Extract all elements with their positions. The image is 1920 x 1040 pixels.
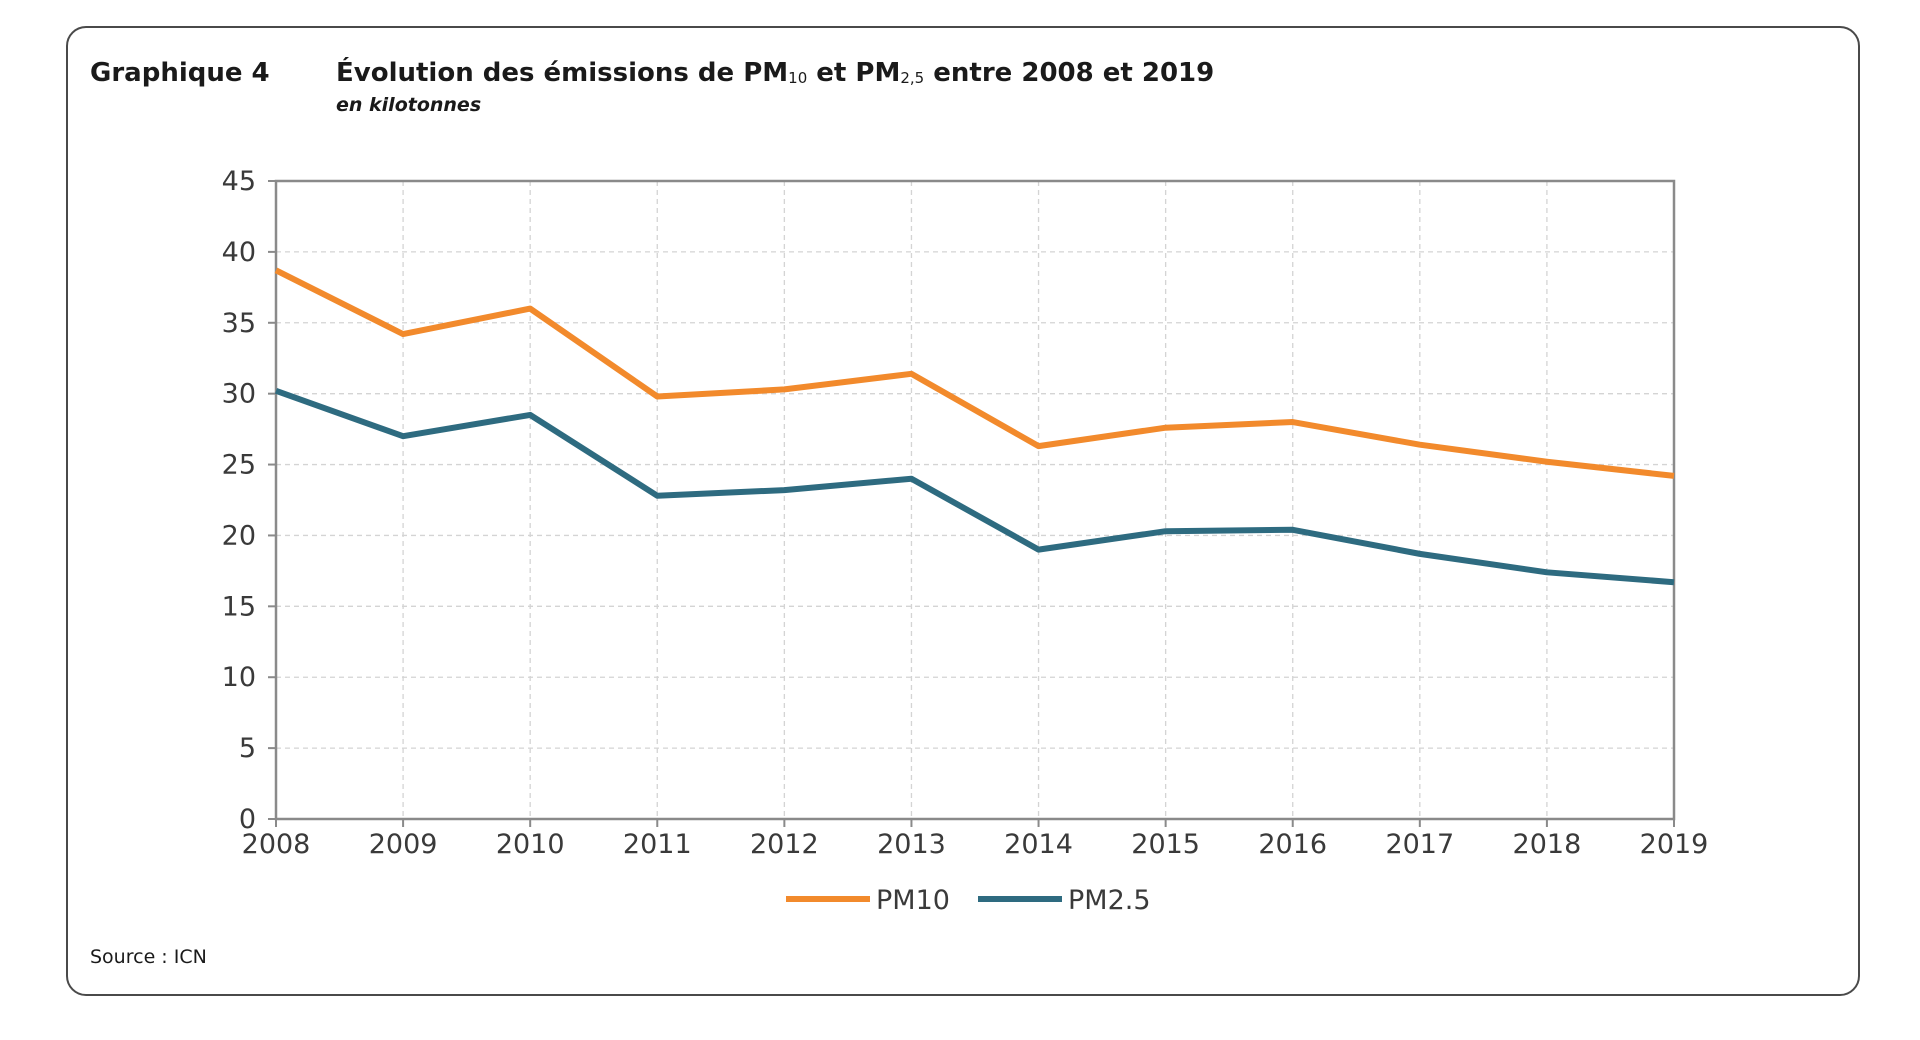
x-tick-label: 2016: [1258, 829, 1327, 860]
plot-border: [274, 179, 1676, 821]
x-tick-label: 2009: [369, 829, 438, 860]
chart-title: Évolution des émissions de PM10 et PM2,5…: [336, 58, 1214, 88]
title-subscript: 10: [788, 69, 808, 87]
legend-label: PM2.5: [1068, 885, 1151, 916]
figure-frame: Graphique 4 Évolution des émissions de P…: [66, 26, 1860, 996]
x-tick-label: 2018: [1513, 829, 1582, 860]
series-line-pm10: [274, 267, 1675, 479]
y-tick-label: 25: [222, 450, 256, 481]
title-part: et PM: [807, 58, 901, 88]
title-subscript: 2,5: [900, 69, 925, 87]
y-tick-label: 5: [239, 733, 256, 764]
x-tick-label: 2008: [242, 829, 311, 860]
x-tick-label: 2017: [1385, 829, 1454, 860]
title-part: entre 2008 et 2019: [924, 58, 1215, 88]
x-tick-label: 2010: [496, 829, 565, 860]
y-tick-label: 45: [222, 166, 256, 197]
x-tick-label: 2012: [750, 829, 819, 860]
x-tick-label: 2019: [1640, 829, 1709, 860]
legend-label: PM10: [876, 885, 950, 916]
y-tick-label: 35: [222, 308, 256, 339]
x-tick-label: 2013: [877, 829, 946, 860]
y-tick-label: 30: [222, 379, 256, 410]
x-tick-label: 2014: [1004, 829, 1073, 860]
graph-number: Graphique 4: [90, 58, 270, 88]
y-tick-label: 40: [222, 237, 256, 268]
x-tick-label: 2011: [623, 829, 692, 860]
title-part: Évolution des émissions de PM: [336, 58, 789, 88]
y-tick-label: 0: [239, 804, 256, 835]
chart-subtitle: en kilotonnes: [336, 94, 482, 116]
x-tick-label: 2015: [1131, 829, 1200, 860]
y-tick-label: 10: [222, 662, 256, 693]
series-line-pm25: [274, 388, 1675, 586]
y-tick-label: 15: [222, 591, 256, 622]
y-tick-label: 20: [222, 520, 256, 551]
line-chart: 0 5 10 15 20 25 30 35 40 45 2008 2009 2010 2011 2012 20…: [222, 166, 1709, 916]
source-note: Source : ICN: [90, 946, 207, 968]
